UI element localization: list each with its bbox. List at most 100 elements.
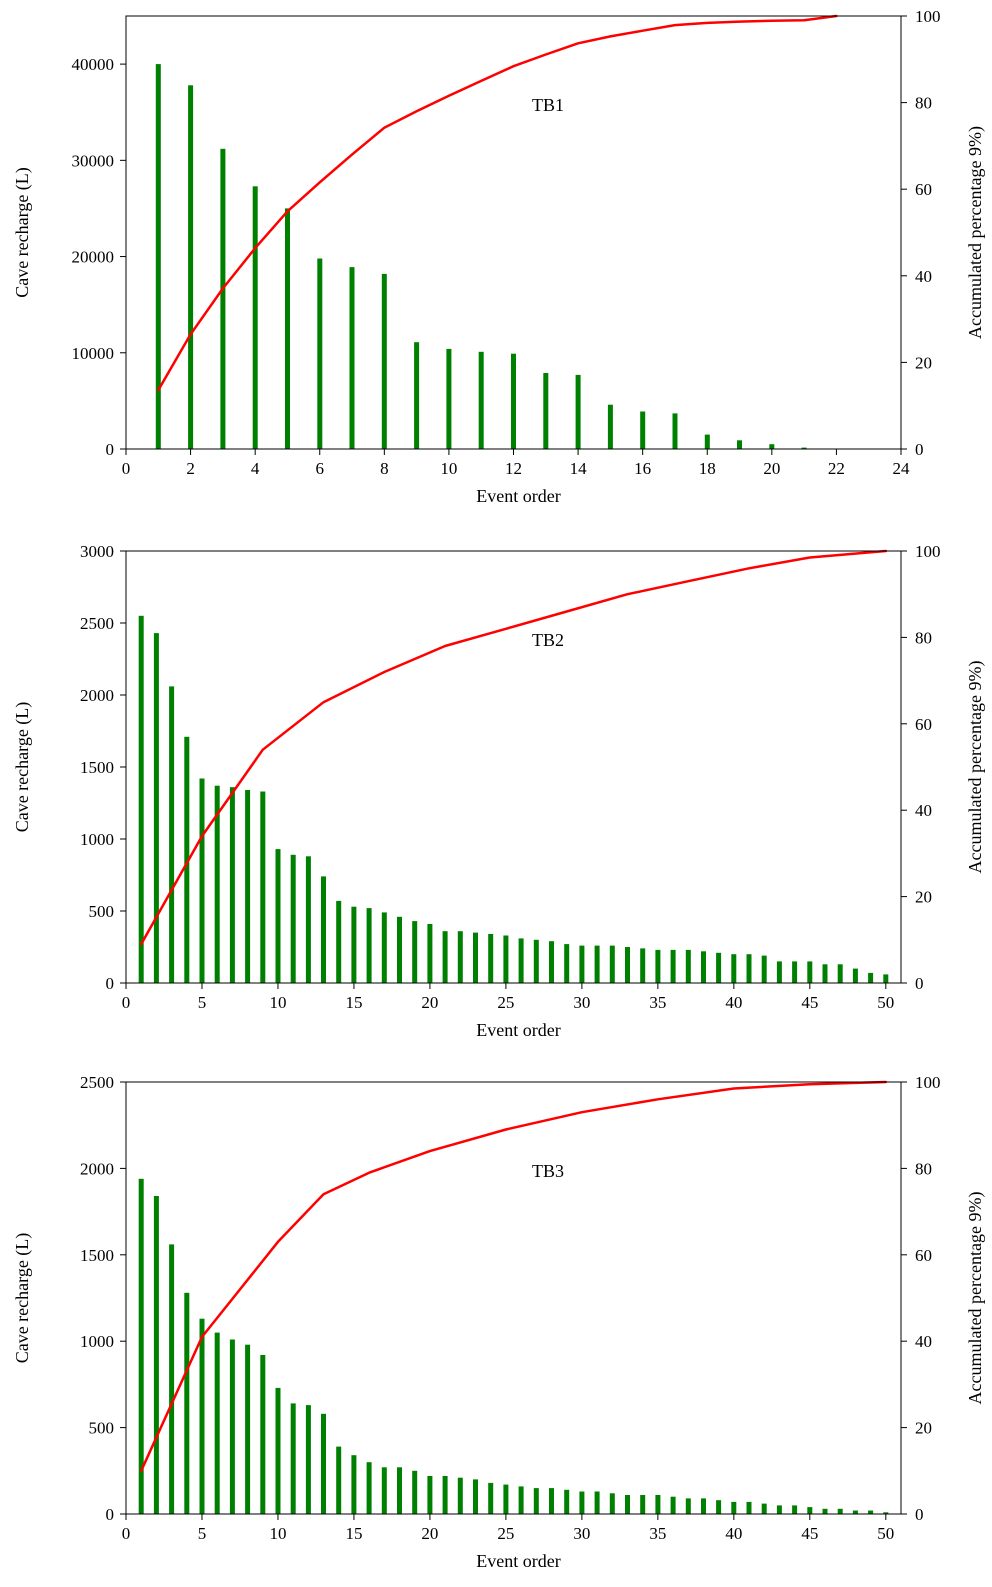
- bar: [260, 791, 266, 983]
- y-tick-label: 1000: [80, 1332, 114, 1351]
- bar: [169, 686, 175, 983]
- bar: [685, 949, 691, 983]
- bar: [701, 951, 706, 983]
- x-tick-label: 4: [251, 459, 260, 478]
- bar: [427, 1476, 433, 1514]
- bar: [746, 954, 752, 983]
- bar: [609, 1493, 615, 1514]
- y-axis-label: Cave recharge (L): [12, 167, 33, 298]
- bar: [229, 787, 235, 983]
- x-tick-label: 15: [345, 993, 362, 1012]
- bar: [321, 876, 326, 983]
- x-tick-label: 25: [497, 1524, 514, 1543]
- bar: [488, 934, 494, 983]
- y2-tick-label: 20: [915, 888, 932, 907]
- y2-tick-label: 20: [915, 353, 932, 372]
- x-tick-label: 2: [186, 459, 195, 478]
- y-tick-label: 500: [89, 902, 115, 921]
- bar: [214, 785, 220, 983]
- bar: [252, 186, 258, 450]
- x-tick-label: 40: [725, 993, 742, 1012]
- bar: [473, 1479, 478, 1514]
- plot-frame: [125, 550, 902, 984]
- bar: [807, 961, 813, 983]
- bar: [543, 373, 549, 449]
- x-tick-label: 0: [122, 993, 131, 1012]
- y-tick-label: 0: [106, 440, 115, 459]
- bar: [442, 1476, 448, 1514]
- bar: [852, 1510, 858, 1514]
- accumulated-line: [139, 1080, 888, 1473]
- y-tick-label: 1500: [80, 758, 114, 777]
- bar: [625, 1495, 630, 1514]
- bar: [792, 961, 798, 983]
- bar: [655, 949, 661, 983]
- y2-tick-label: 80: [915, 628, 932, 647]
- bar: [155, 64, 161, 449]
- y-tick-label: 500: [89, 1419, 115, 1438]
- y-tick-label: 1500: [80, 1246, 114, 1265]
- bar: [184, 736, 190, 983]
- bar: [640, 948, 646, 983]
- x-tick-label: 35: [649, 993, 666, 1012]
- y-tick-label: 30000: [72, 151, 115, 170]
- bar: [883, 974, 889, 983]
- bar: [801, 447, 807, 449]
- bar: [607, 404, 613, 449]
- bar: [214, 1332, 220, 1514]
- x-tick-label: 5: [198, 993, 207, 1012]
- bar: [564, 1489, 570, 1514]
- bar: [321, 1413, 326, 1514]
- bar: [188, 85, 194, 450]
- bar: [305, 1405, 311, 1514]
- y-tick-label: 2000: [80, 1159, 114, 1178]
- bar: [704, 434, 710, 449]
- x-tick-label: 5: [198, 1524, 207, 1543]
- x-tick-label: 18: [699, 459, 716, 478]
- bar: [351, 1455, 357, 1514]
- y2-tick-label: 60: [915, 180, 932, 199]
- bar: [731, 1501, 737, 1514]
- x-tick-label: 40: [725, 1524, 742, 1543]
- bar: [351, 906, 357, 983]
- bar: [579, 945, 585, 983]
- x-tick-label: 6: [316, 459, 325, 478]
- x-tick-label: 50: [877, 993, 894, 1012]
- bar: [275, 1387, 281, 1514]
- bar: [609, 945, 615, 983]
- bar: [655, 1495, 661, 1514]
- bar: [685, 1498, 691, 1514]
- bar: [260, 1355, 266, 1514]
- y-tick-label: 40000: [72, 55, 115, 74]
- bar: [229, 1339, 235, 1514]
- bar: [199, 1318, 205, 1514]
- y-tick-label: 2000: [80, 686, 114, 705]
- y2-tick-label: 0: [915, 440, 924, 459]
- bar: [220, 148, 226, 450]
- x-axis-label: Event order: [476, 486, 560, 506]
- bar: [414, 342, 420, 449]
- bar: [761, 1503, 767, 1514]
- bar: [412, 921, 418, 983]
- bar: [883, 1512, 889, 1514]
- y-tick-label: 20000: [72, 248, 115, 267]
- bar: [716, 1500, 722, 1514]
- x-tick-label: 35: [649, 1524, 666, 1543]
- x-tick-label: 22: [828, 459, 845, 478]
- x-tick-label: 0: [122, 459, 131, 478]
- bar: [138, 1178, 144, 1514]
- bar: [549, 1488, 554, 1514]
- bar: [670, 949, 676, 983]
- y-tick-label: 0: [106, 1505, 115, 1524]
- x-tick-label: 20: [421, 1524, 438, 1543]
- bar: [761, 955, 767, 983]
- bar: [381, 912, 387, 983]
- bar: [737, 440, 742, 449]
- y2-tick-label: 100: [915, 7, 941, 26]
- x-axis-label: Event order: [476, 1020, 560, 1040]
- x-tick-label: 10: [440, 459, 457, 478]
- bar: [457, 931, 463, 983]
- x-tick-label: 0: [122, 1524, 131, 1543]
- bar: [852, 968, 858, 983]
